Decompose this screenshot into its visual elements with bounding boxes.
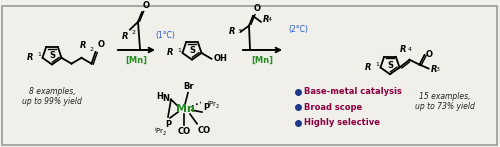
Text: R: R [430,65,437,74]
Text: [Mn]: [Mn] [125,56,147,65]
Text: R: R [228,27,235,36]
Text: R: R [122,32,128,41]
Text: P: P [165,120,171,129]
Text: R: R [263,15,270,24]
Text: R: R [400,45,407,54]
Text: (2°C): (2°C) [288,25,308,34]
Text: S: S [189,46,195,55]
Text: R: R [365,63,372,72]
Text: (1°C): (1°C) [155,31,175,40]
Text: 2: 2 [131,30,135,35]
Text: CO: CO [198,126,211,135]
Text: Highly selective: Highly selective [304,118,380,127]
Text: Broad scope: Broad scope [304,103,362,112]
Text: R: R [80,41,86,50]
Text: S: S [49,51,55,60]
Text: $^i$Pr$_2$: $^i$Pr$_2$ [154,126,168,138]
Text: 1: 1 [178,48,182,53]
Text: 1: 1 [376,62,380,67]
Text: N: N [162,94,169,103]
Text: CO: CO [178,127,190,136]
Text: 8 examples,
up to 99% yield: 8 examples, up to 99% yield [22,87,82,106]
Text: $^i$Pr$_2$: $^i$Pr$_2$ [207,98,220,111]
Text: 2: 2 [90,47,94,52]
Text: O: O [426,50,432,59]
Text: R: R [27,53,34,62]
Text: P: P [203,103,209,112]
Text: O: O [254,4,261,13]
Text: 15 examples,
up to 73% yield: 15 examples, up to 73% yield [415,92,475,111]
Text: S: S [387,61,393,70]
Text: Br: Br [184,82,194,91]
Text: R: R [167,49,173,57]
Text: 3: 3 [436,67,440,72]
Text: [Mn]: [Mn] [251,56,273,65]
Text: OH: OH [214,54,228,63]
Text: Base-metal catalysis: Base-metal catalysis [304,87,402,96]
Text: 3: 3 [238,29,242,34]
Text: H: H [156,92,163,101]
FancyBboxPatch shape [2,6,497,145]
Text: 4: 4 [268,17,272,22]
Text: 4: 4 [408,47,412,52]
Text: O: O [143,1,150,10]
Text: 1: 1 [38,52,42,57]
Text: Mn: Mn [176,104,195,114]
Text: O: O [98,40,104,49]
